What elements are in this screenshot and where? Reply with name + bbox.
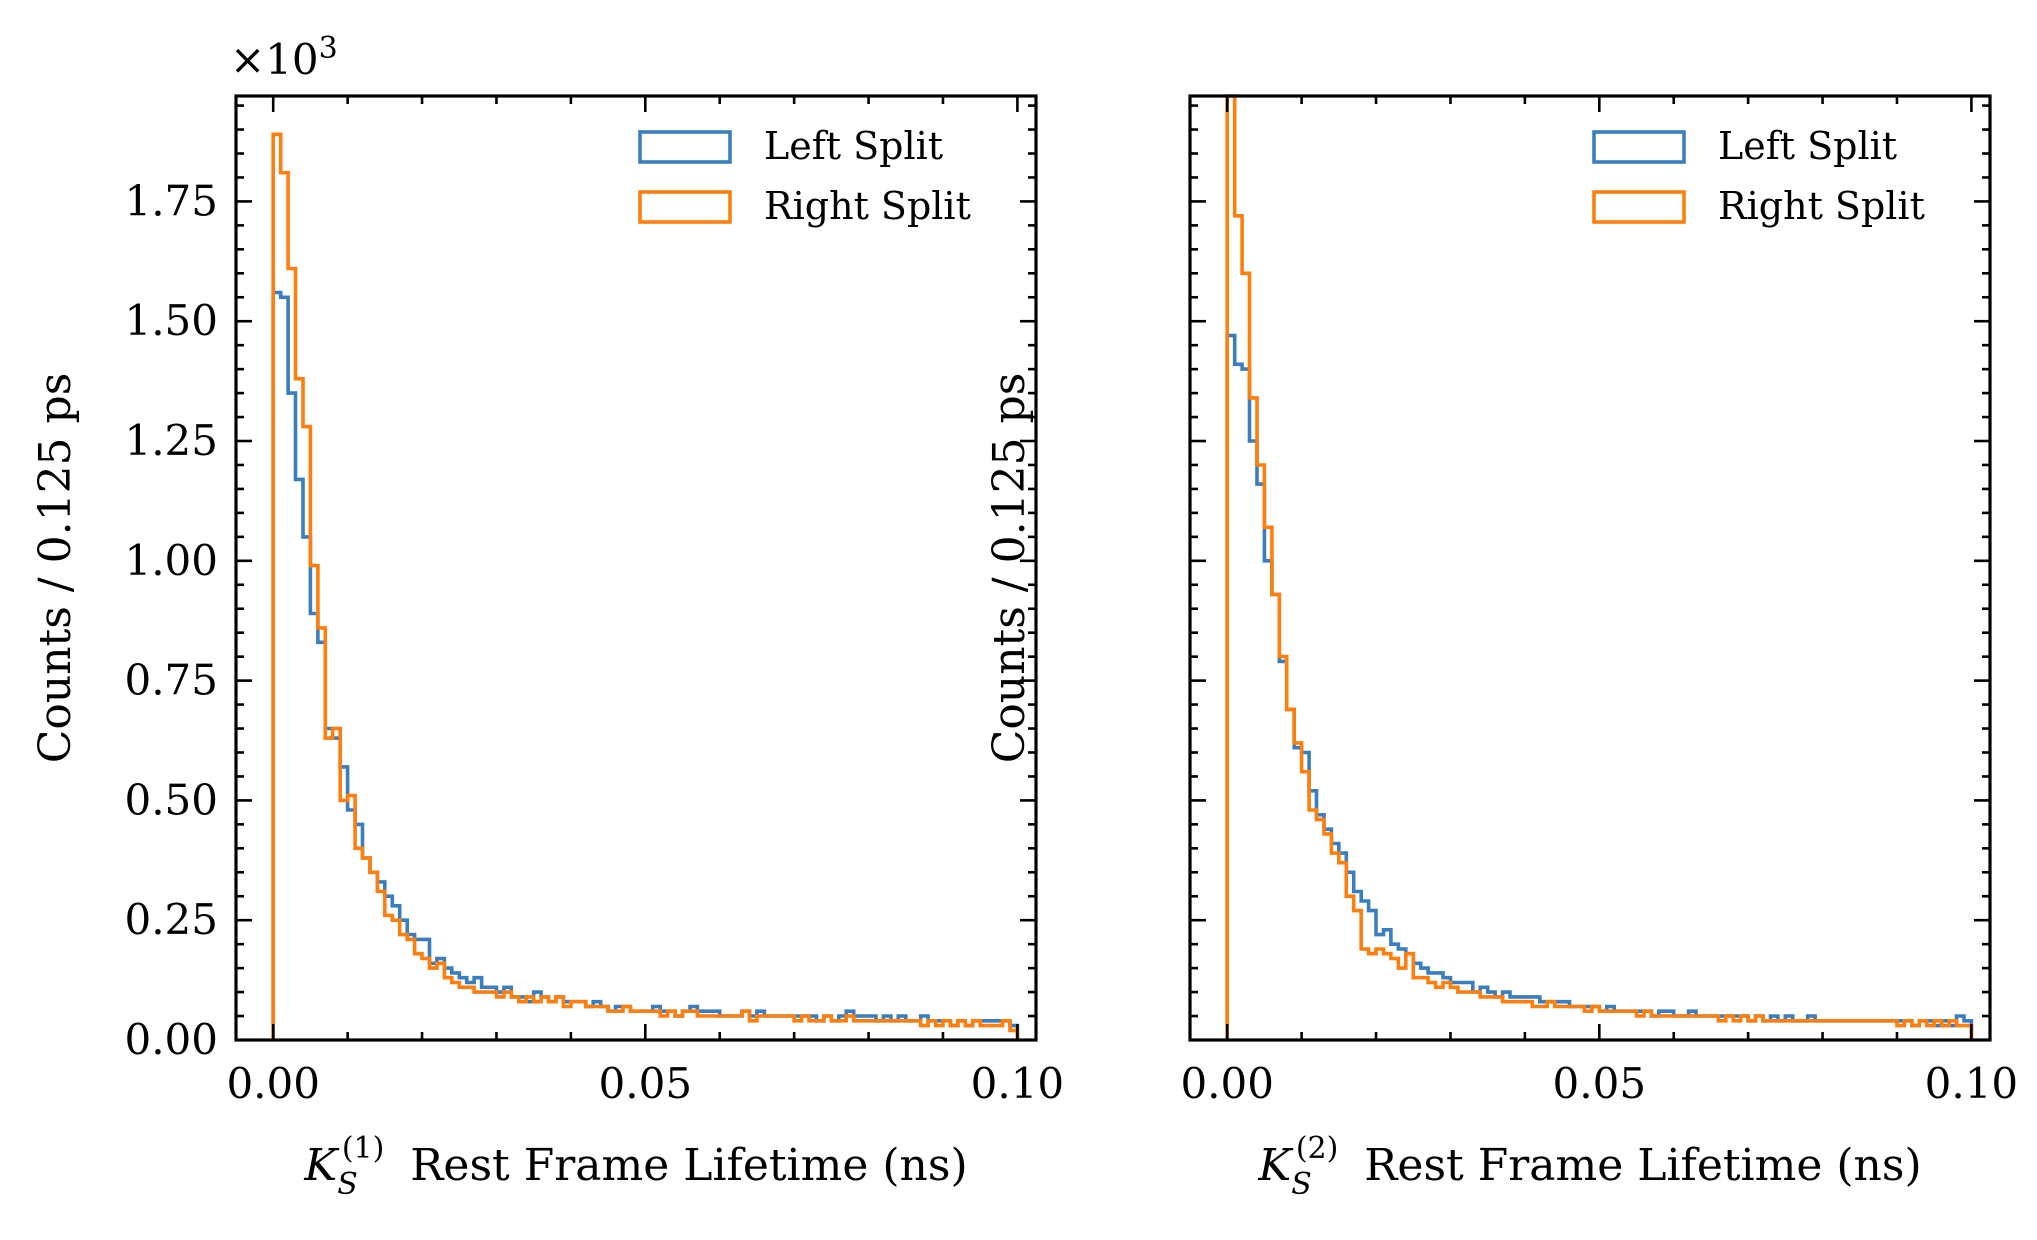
chart-panel-2: 0.00 0.05 0.10 Counts / 0.125 ps KS(2) Rest … bbox=[984, 94, 2019, 1202]
plot-frame bbox=[234, 94, 1038, 1042]
y-tick-label: 0.75 bbox=[124, 656, 218, 705]
legend-label: Right Split bbox=[1718, 184, 1925, 228]
x-tick-label: 0.10 bbox=[1925, 1059, 2019, 1108]
histogram-series-left-split bbox=[1225, 333, 1974, 1040]
x-tick-label: 0.05 bbox=[599, 1059, 693, 1108]
legend-label: Right Split bbox=[764, 184, 971, 228]
legend-label: Left Split bbox=[1718, 124, 1897, 168]
y-tick-label: 1.25 bbox=[124, 416, 218, 465]
histogram-series-right-split bbox=[1225, 94, 1974, 1040]
plot-frame bbox=[1188, 94, 1992, 1042]
histogram-series-right-split bbox=[271, 132, 1020, 1040]
legend: Left Split Right Split bbox=[638, 124, 971, 228]
y-tick-label: 1.50 bbox=[124, 296, 218, 345]
y-multiplier-label: ×103 bbox=[230, 31, 338, 84]
legend-label: Left Split bbox=[764, 124, 943, 168]
x-tick-label: 0.00 bbox=[226, 1059, 320, 1108]
chart-panel-1: 0.00 0.25 0.50 0.75 1.00 1.25 1.50 1.75 0.00 0.05… bbox=[30, 31, 1064, 1202]
y-axis-label: Counts / 0.125 ps bbox=[984, 373, 1035, 764]
legend-swatch-left-split bbox=[638, 130, 732, 164]
legend-swatch-right-split bbox=[1592, 190, 1686, 224]
y-tick-label: 0.00 bbox=[124, 1015, 218, 1064]
legend-swatch-right-split bbox=[638, 190, 732, 224]
x-tick-label: 0.10 bbox=[971, 1059, 1065, 1108]
x-axis-label: KS(1) Rest Frame Lifetime (ns) bbox=[303, 1131, 967, 1202]
y-tick-label: 1.00 bbox=[124, 536, 218, 585]
x-tick-label: 0.05 bbox=[1553, 1059, 1647, 1108]
y-tick-label: 0.50 bbox=[124, 775, 218, 824]
y-axis-label: Counts / 0.125 ps bbox=[30, 373, 81, 764]
legend-swatch-left-split bbox=[1592, 130, 1686, 164]
y-tick-label: 0.25 bbox=[124, 895, 218, 944]
histogram-series-left-split bbox=[271, 290, 1020, 1040]
y-tick-label: 1.75 bbox=[124, 176, 218, 225]
x-tick-label: 0.00 bbox=[1180, 1059, 1274, 1108]
legend: Left Split Right Split bbox=[1592, 124, 1925, 228]
x-axis-label: KS(2) Rest Frame Lifetime (ns) bbox=[1257, 1131, 1921, 1202]
